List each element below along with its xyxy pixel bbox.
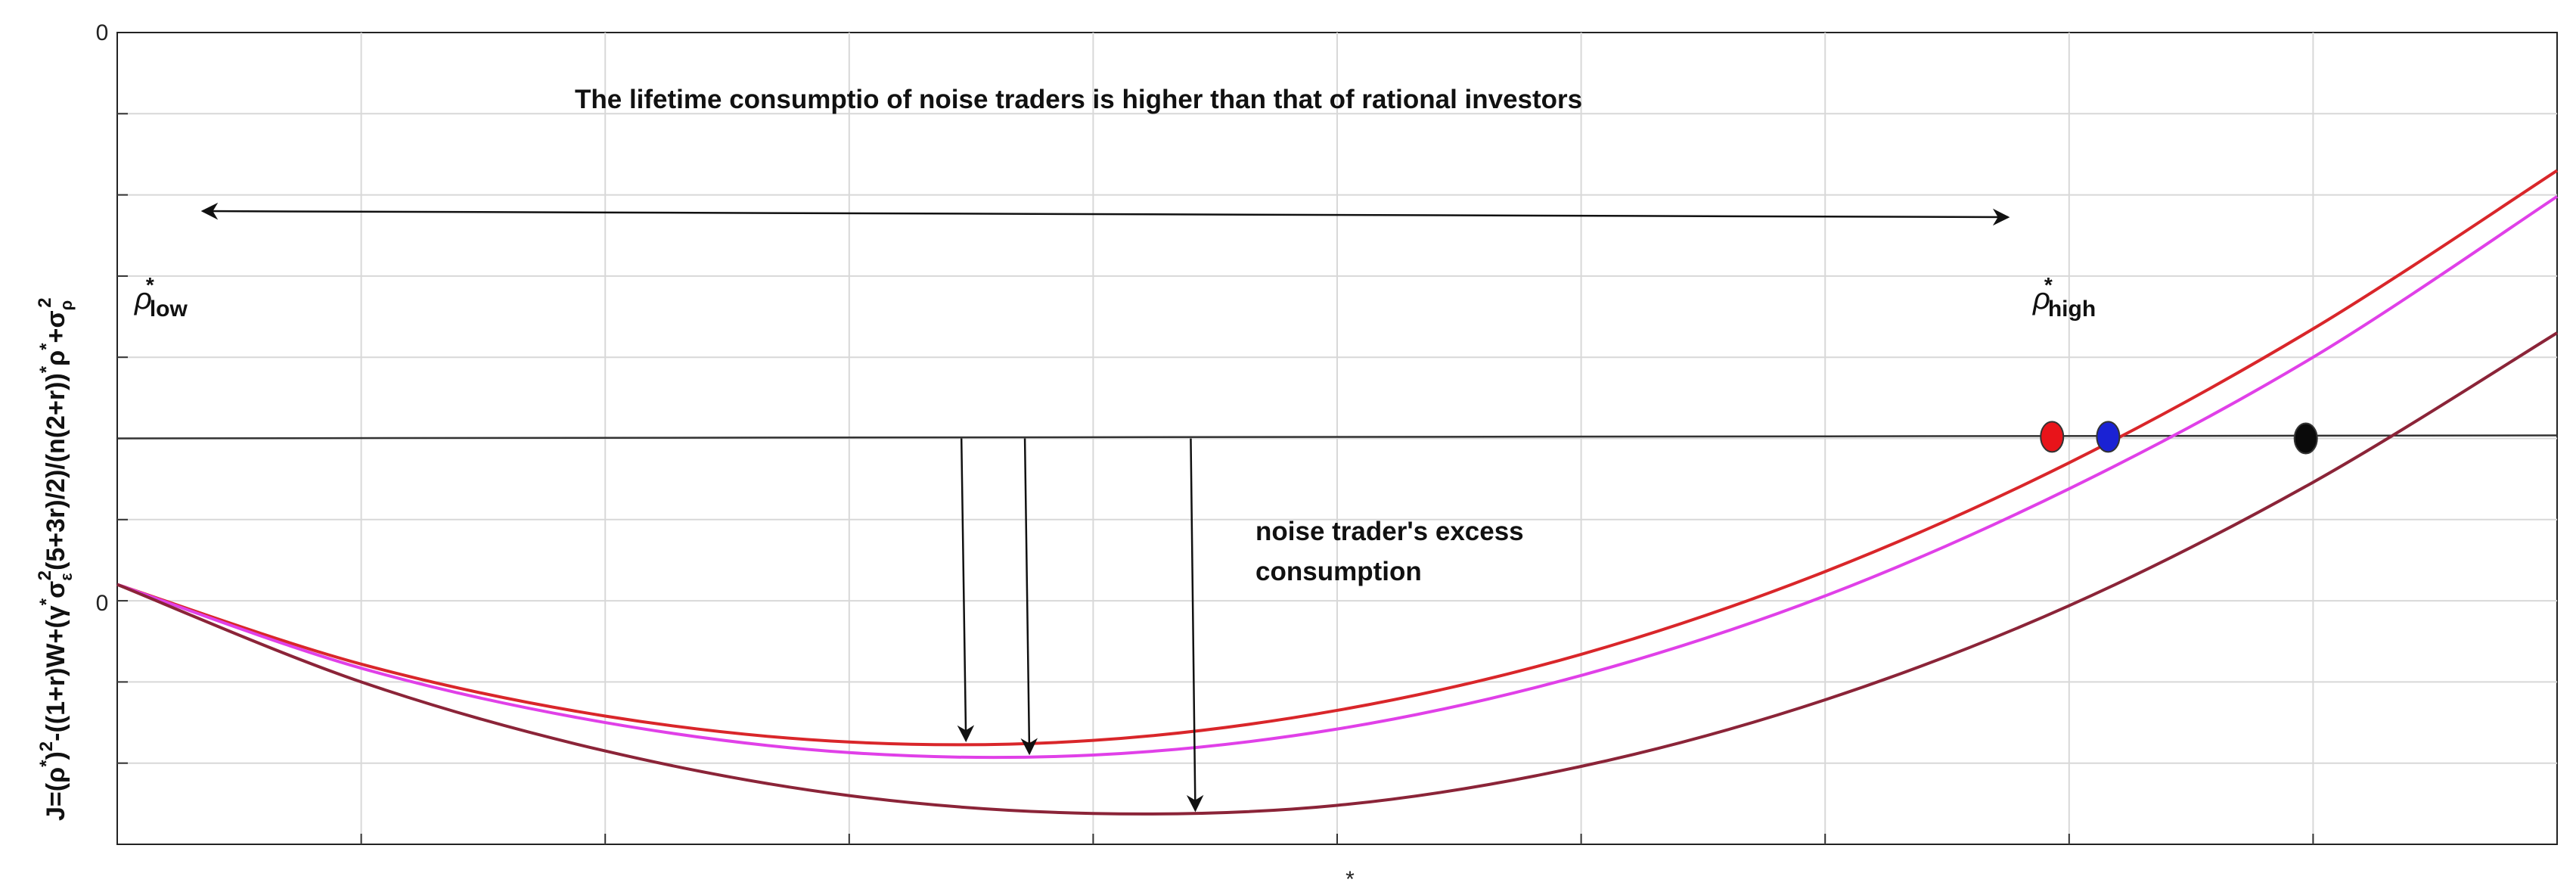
markers-group	[2040, 421, 2318, 455]
series-line-3	[116, 331, 2559, 816]
top-annotation: The lifetime consumptio of noise traders…	[575, 85, 1582, 114]
y-axis-label: J=(ρ*)2-((1+r)W+(γ*σε2(5+3r)/2)/(n(2+r))…	[35, 297, 76, 821]
excess-annotation-line2: consumption	[1255, 557, 1422, 586]
range-double-arrow	[200, 202, 2010, 226]
arrows-group	[200, 202, 2010, 813]
down-arrow-1	[957, 438, 975, 743]
plot-area	[116, 32, 2559, 845]
point-marker-3	[2293, 422, 2318, 455]
down-arrow-3	[1186, 438, 1204, 813]
rho-high-label: ρ* high	[2032, 273, 2096, 322]
reference-line	[116, 434, 2558, 440]
rho-low-label: ρ* low	[134, 273, 188, 322]
point-marker-2	[2096, 421, 2121, 453]
grid-lines	[117, 33, 2557, 844]
ytick-label-top: 0	[96, 20, 109, 45]
series-line-2	[116, 195, 2559, 760]
x-axis-label: *	[1345, 867, 1355, 892]
ytick-label-mid: 0	[96, 591, 109, 616]
excess-annotation-line1: noise trader's excess	[1255, 517, 1524, 546]
point-marker-1	[2040, 421, 2065, 453]
down-arrow-2	[1020, 438, 1038, 756]
series-group	[116, 169, 2559, 816]
series-line-1	[116, 169, 2559, 747]
